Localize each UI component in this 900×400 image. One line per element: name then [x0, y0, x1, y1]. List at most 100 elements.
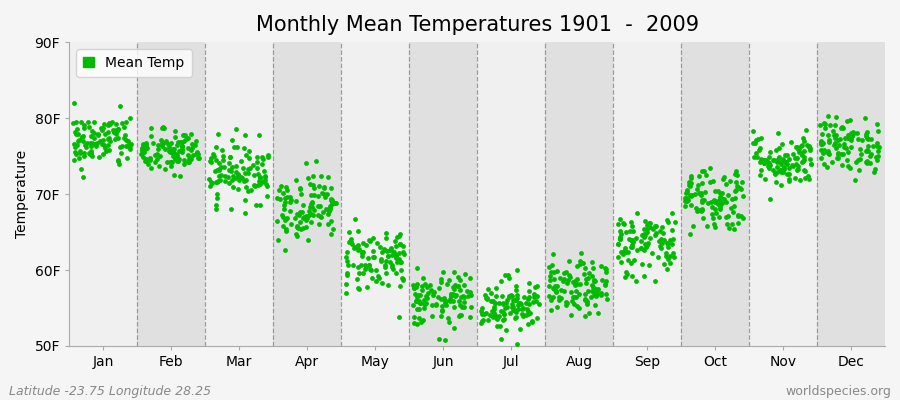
Point — [518, 312, 533, 318]
Point — [614, 231, 628, 238]
Point — [758, 176, 772, 182]
Point — [411, 298, 426, 305]
Point — [511, 306, 526, 312]
Point — [118, 132, 132, 138]
Point — [209, 179, 223, 186]
Point — [256, 178, 271, 184]
Point — [577, 271, 591, 277]
Point — [437, 337, 452, 343]
Point — [317, 190, 331, 197]
Point — [860, 147, 874, 154]
Point — [152, 163, 166, 170]
Point — [509, 291, 524, 298]
Point — [490, 323, 504, 329]
Point — [511, 300, 526, 306]
Point — [651, 254, 665, 260]
Point — [797, 148, 812, 154]
Point — [204, 155, 219, 162]
Point — [638, 241, 652, 247]
Point — [542, 283, 556, 290]
Point — [217, 164, 231, 170]
Point — [654, 238, 669, 244]
Point — [114, 142, 129, 149]
Point — [241, 188, 256, 194]
Point — [841, 132, 855, 138]
Point — [662, 236, 677, 243]
Point — [836, 124, 850, 131]
Point — [707, 224, 722, 230]
Point — [781, 175, 796, 182]
Point — [796, 167, 811, 174]
Point — [580, 301, 595, 308]
Point — [514, 300, 528, 307]
Point — [835, 150, 850, 157]
Point — [729, 168, 743, 174]
Point — [310, 192, 325, 199]
Point — [500, 304, 514, 310]
Point — [342, 228, 356, 235]
Point — [164, 158, 178, 165]
Point — [580, 298, 595, 304]
Point — [408, 291, 422, 297]
Point — [554, 295, 569, 301]
Point — [522, 288, 536, 294]
Point — [617, 244, 632, 251]
Point — [445, 293, 459, 300]
Point — [369, 240, 383, 246]
Point — [435, 306, 449, 313]
Point — [636, 247, 651, 253]
Point — [636, 232, 651, 238]
Point — [728, 188, 742, 194]
Point — [840, 118, 854, 124]
Point — [313, 203, 328, 210]
Point — [202, 183, 217, 190]
Point — [726, 203, 741, 209]
Point — [276, 190, 291, 196]
Point — [491, 300, 506, 306]
Point — [326, 199, 340, 206]
Point — [210, 206, 224, 212]
Point — [258, 180, 273, 187]
Point — [683, 231, 698, 237]
Point — [776, 168, 790, 175]
Point — [815, 150, 830, 156]
Point — [447, 282, 462, 288]
Point — [842, 163, 856, 169]
Point — [797, 168, 812, 174]
Point — [704, 199, 718, 205]
Point — [841, 135, 855, 142]
Point — [356, 269, 371, 276]
Point — [441, 315, 455, 321]
Point — [829, 114, 843, 120]
Point — [726, 209, 741, 216]
Point — [724, 221, 739, 228]
Point — [148, 158, 162, 165]
Point — [342, 238, 356, 245]
Point — [850, 136, 865, 142]
Point — [191, 151, 205, 157]
Point — [94, 141, 109, 147]
Point — [774, 182, 788, 188]
Point — [238, 152, 253, 158]
Point — [181, 151, 195, 158]
Point — [289, 198, 303, 204]
Point — [222, 180, 237, 186]
Point — [657, 260, 671, 267]
Point — [652, 238, 667, 245]
Point — [600, 296, 615, 302]
Point — [484, 298, 499, 304]
Point — [720, 221, 734, 228]
Point — [117, 135, 131, 142]
Point — [779, 170, 794, 177]
Point — [76, 174, 91, 180]
Point — [867, 168, 881, 175]
Point — [591, 286, 606, 292]
Point — [252, 178, 266, 184]
Point — [312, 220, 327, 227]
Point — [461, 292, 475, 299]
Point — [410, 298, 424, 304]
Point — [580, 275, 595, 282]
Point — [225, 164, 239, 170]
Point — [172, 156, 186, 162]
Point — [363, 237, 377, 244]
